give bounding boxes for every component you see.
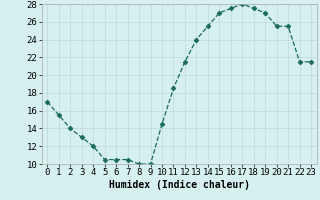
X-axis label: Humidex (Indice chaleur): Humidex (Indice chaleur) (109, 180, 250, 190)
